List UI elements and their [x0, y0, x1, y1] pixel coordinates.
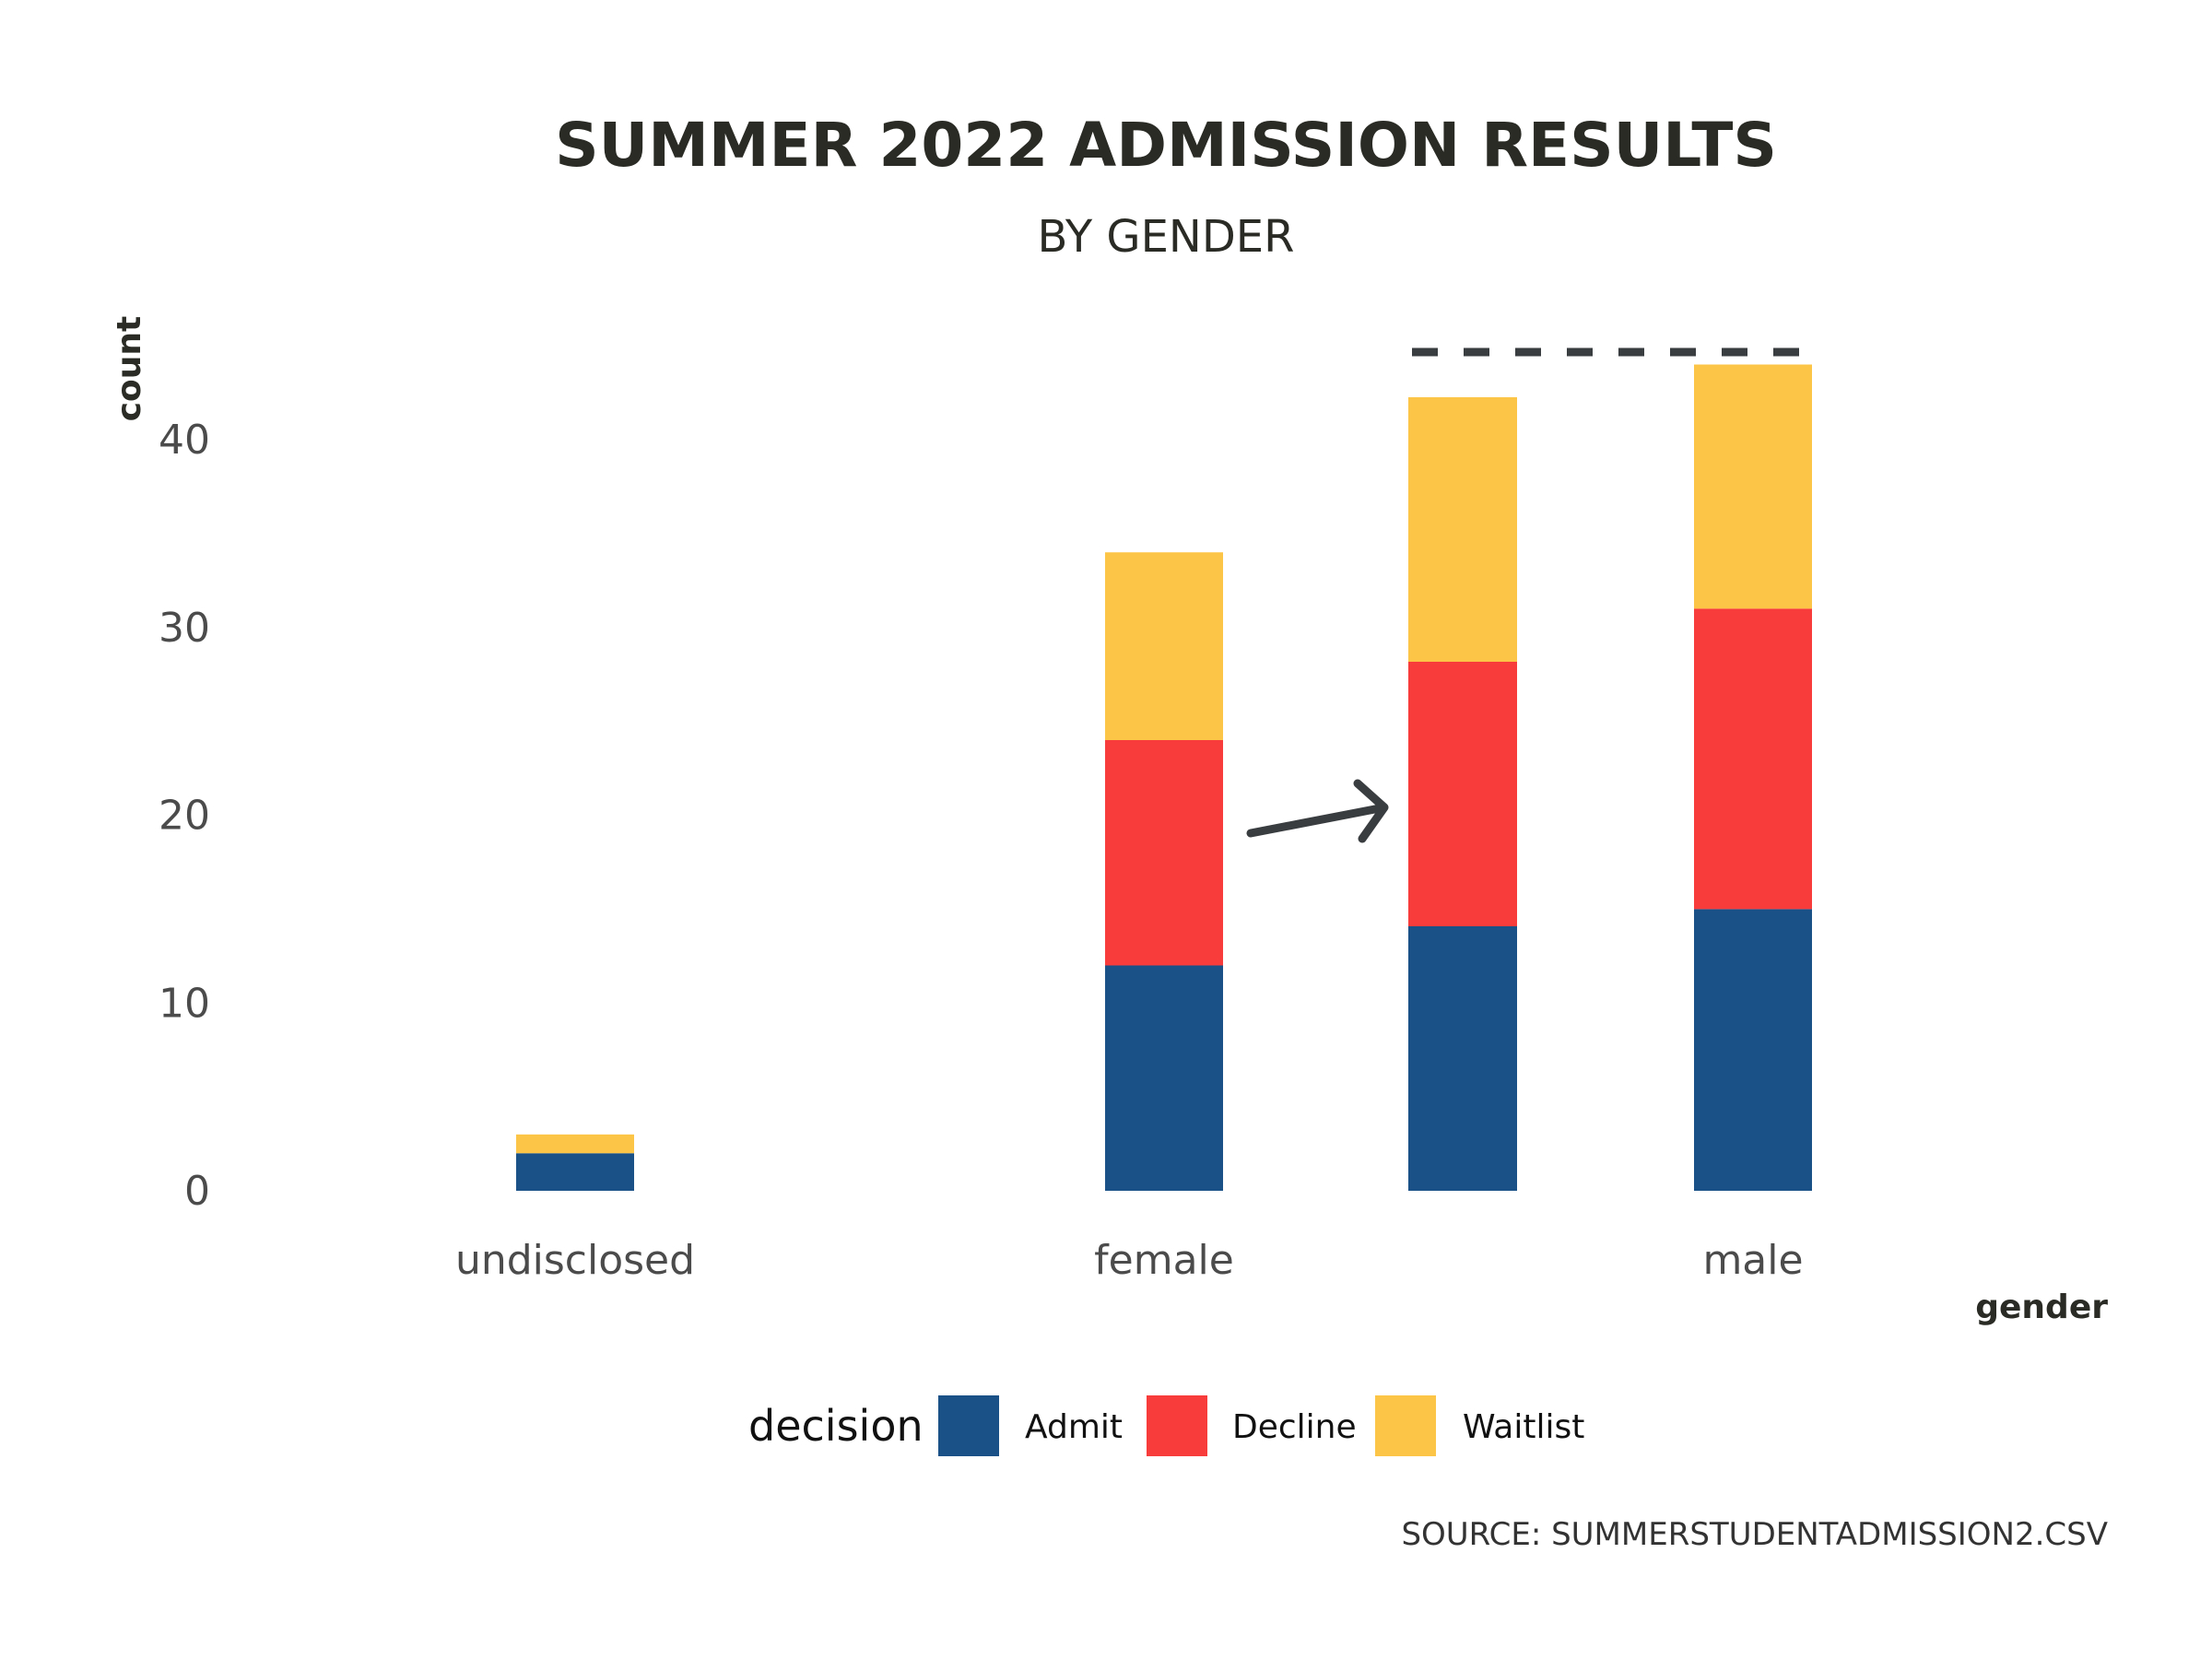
- legend-swatch-waitlist: [1375, 1395, 1436, 1456]
- legend-label-decline: Decline: [1232, 1408, 1357, 1446]
- stacked-bars: [516, 364, 1812, 1191]
- bar-undisclosed-admit: [516, 1153, 634, 1191]
- y-axis-tick-labels: 0 10 20 30 40: [159, 417, 210, 1215]
- y-tick-label: 20: [159, 793, 210, 840]
- y-tick-label: 10: [159, 980, 210, 1027]
- y-tick-label: 0: [184, 1168, 210, 1215]
- annotation: [1246, 347, 1813, 1191]
- bar-male-admit: [1694, 909, 1812, 1191]
- bar-male-decline: [1694, 608, 1812, 910]
- y-axis-title: count: [111, 316, 148, 422]
- legend-label-admit: Admit: [1025, 1408, 1123, 1446]
- chart-subtitle: BY GENDER: [1038, 211, 1295, 263]
- legend-label-waitlist: Waitlist: [1463, 1408, 1584, 1446]
- x-tick-label-female: female: [1094, 1237, 1234, 1284]
- legend-swatch-admit: [938, 1395, 999, 1456]
- source-note: SOURCE: SUMMERSTUDENTADMISSION2.CSV: [1401, 1516, 2108, 1553]
- legend: decision Admit Decline Waitlist: [748, 1395, 1584, 1456]
- x-tick-label-male: male: [1702, 1237, 1803, 1284]
- legend-swatch-decline: [1147, 1395, 1207, 1456]
- y-tick-label: 30: [159, 605, 210, 652]
- bar-male-waitlist: [1694, 364, 1812, 609]
- x-axis-tick-labels: undisclosed female male: [455, 1237, 1804, 1284]
- projected-bar-admit: [1408, 926, 1517, 1191]
- x-tick-label-undisclosed: undisclosed: [455, 1237, 695, 1284]
- bar-female-admit: [1105, 965, 1223, 1191]
- bar-female-waitlist: [1105, 552, 1223, 740]
- legend-title: decision: [748, 1401, 924, 1451]
- annotation-arrow: [1246, 779, 1389, 843]
- y-tick-label: 40: [159, 417, 210, 464]
- x-axis-title: gender: [1975, 1288, 2108, 1326]
- projected-bar-decline: [1408, 662, 1517, 926]
- bar-undisclosed-waitlist: [516, 1134, 634, 1154]
- projected-bar-waitlist: [1408, 397, 1517, 662]
- bar-female-decline: [1105, 740, 1223, 966]
- chart-title: SUMMER 2022 ADMISSION RESULTS: [555, 110, 1777, 181]
